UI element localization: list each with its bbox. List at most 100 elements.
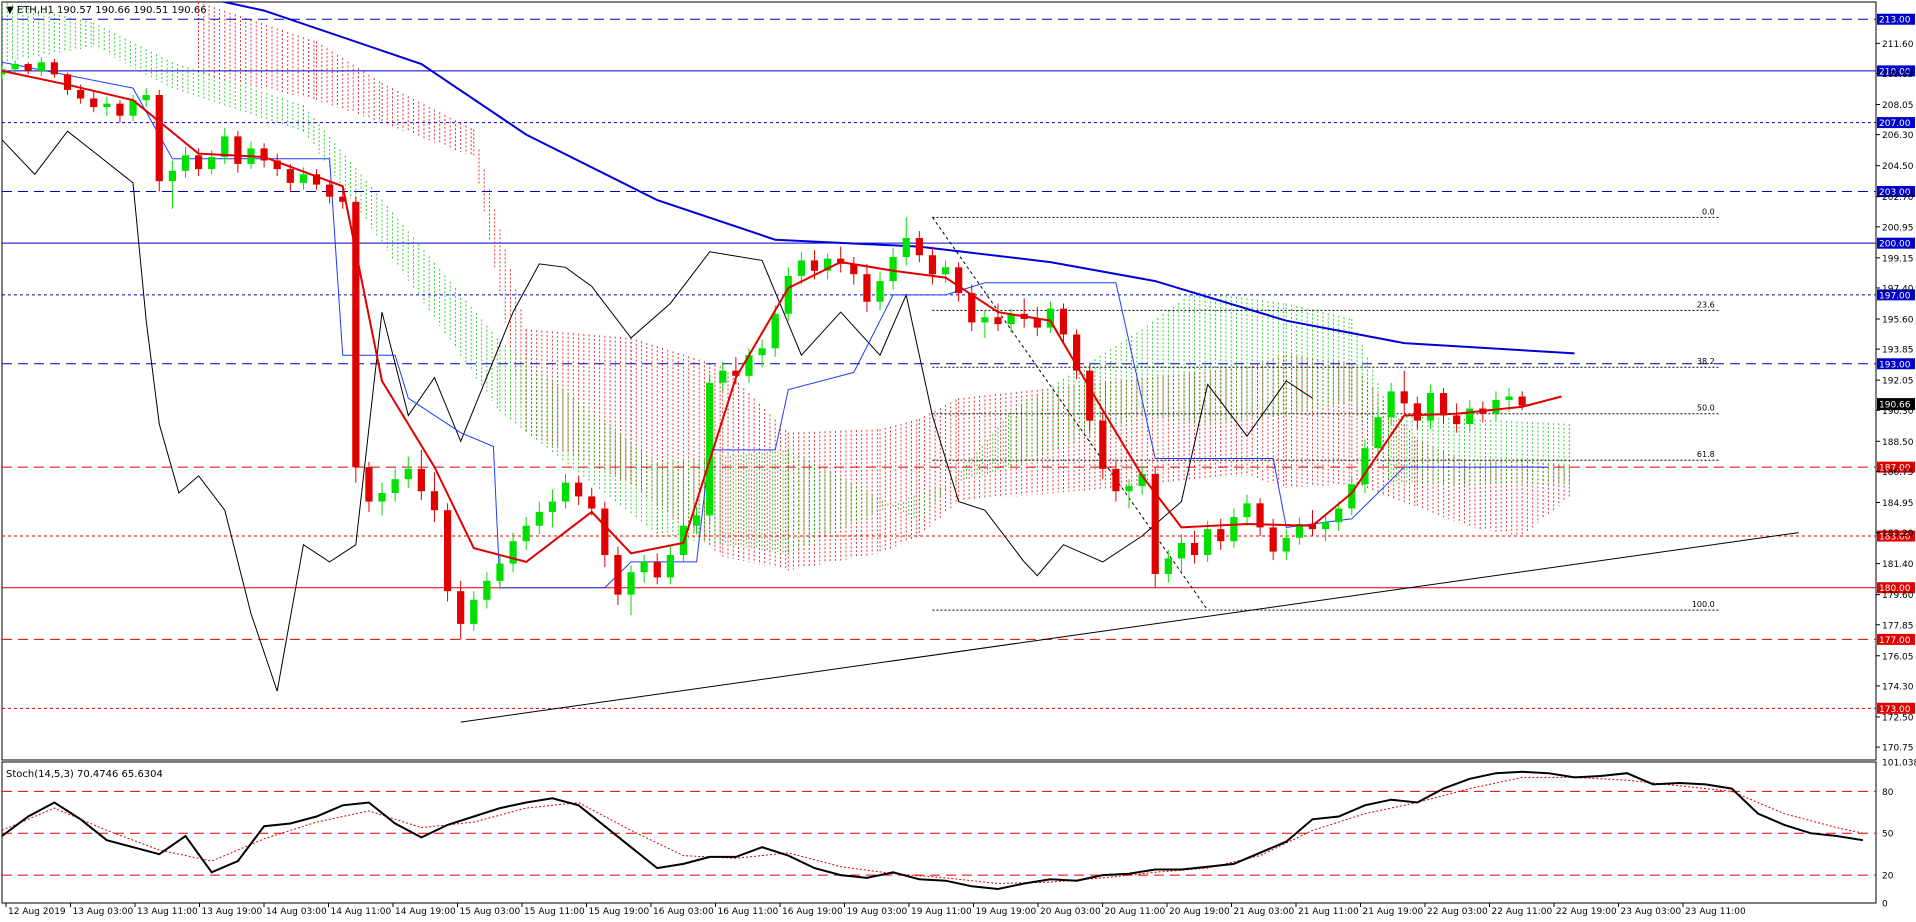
candle-body	[273, 160, 281, 170]
candle-body	[483, 580, 491, 600]
candle-body	[1466, 408, 1474, 425]
candle-body	[692, 515, 701, 526]
candle-body	[103, 103, 111, 108]
price-level-tag-text: 200.00	[1879, 240, 1911, 250]
symbol-header: ▼ ETH,H1 190.57 190.66 190.51 190.66	[6, 5, 207, 16]
candle-body	[915, 238, 923, 256]
oscillator-axis-tick-label: 0	[1882, 900, 1888, 910]
candle-body	[1518, 396, 1526, 406]
time-axis-tick-label: 21 Aug 11:00	[1298, 907, 1359, 917]
fib-level-label: 38.2	[1697, 357, 1715, 366]
candle-body	[1492, 399, 1500, 414]
candle-body	[955, 267, 963, 294]
candle-body	[1295, 523, 1303, 538]
candle-body	[1112, 468, 1120, 492]
price-level-tag-text: 213.00	[1879, 16, 1911, 26]
candle-body	[155, 95, 163, 182]
price-level-tag	[1877, 289, 1915, 301]
price-axis-tick-label: 177.85	[1882, 621, 1914, 631]
candle-body	[863, 274, 871, 302]
candle-body	[11, 64, 19, 70]
candle-body	[24, 64, 32, 71]
candle-body	[1138, 474, 1146, 487]
candle-body	[535, 511, 543, 526]
candle-body	[627, 572, 635, 595]
candle-body	[1282, 537, 1290, 552]
time-axis-tick-label: 22 Aug 03:00	[1427, 907, 1488, 917]
candle-body	[719, 370, 727, 383]
price-plot-area: 0.0 23.6 38.2 50.0 61.8 100.0	[2, 2, 1876, 723]
candle-body	[968, 293, 976, 323]
candle-body	[1243, 503, 1251, 518]
price-axis-tick-label: 208.05	[1882, 101, 1914, 111]
stochastic-main-line	[1, 770, 1864, 891]
candle-body	[1007, 313, 1015, 325]
price-axis-tick-label: 181.40	[1882, 560, 1914, 570]
price-axis-tick-label: 174.30	[1882, 682, 1914, 692]
candle-body	[614, 554, 622, 595]
candle-body	[1374, 417, 1382, 449]
price-axis-tick-label: 190.30	[1882, 407, 1914, 417]
candle-body	[771, 313, 779, 349]
candle-body	[50, 62, 59, 75]
candle-body	[1413, 403, 1421, 421]
candle-body	[1426, 393, 1435, 421]
candle-body	[194, 155, 203, 170]
time-axis-tick-label: 22 Aug 19:00	[1556, 907, 1617, 917]
candle-body	[1387, 391, 1395, 418]
price-axis-tick-label: 184.95	[1882, 499, 1914, 509]
fib-level-label: 0.0	[1702, 207, 1715, 216]
candle-body	[1256, 503, 1264, 528]
candle-body	[745, 355, 753, 376]
candle-body	[430, 491, 439, 511]
price-level-tag	[1877, 358, 1915, 370]
candle-body	[981, 317, 989, 323]
price-axis-tick-label: 200.95	[1882, 223, 1914, 233]
price-level-tag	[1877, 65, 1915, 77]
candle-body	[797, 260, 806, 276]
time-axis-tick-label: 23 Aug 11:00	[1685, 907, 1746, 917]
price-level-tag	[1877, 117, 1915, 129]
candle-body	[588, 496, 596, 509]
price-axis-tick-label: 192.05	[1882, 377, 1914, 387]
time-axis-tick-label: 21 Aug 19:00	[1363, 907, 1424, 917]
candle-body	[299, 174, 308, 183]
candle-body	[706, 382, 714, 516]
candle-body	[850, 263, 858, 275]
short-moving-average-line	[2, 69, 1562, 563]
candle-body	[1505, 396, 1513, 400]
time-axis-tick-label: 16 Aug 19:00	[782, 907, 843, 917]
price-level-tag	[1877, 633, 1915, 645]
price-level-tag	[1877, 13, 1915, 25]
oscillator-label: Stoch(14,5,3) 70.4746 65.6304	[6, 769, 163, 780]
candle-body	[653, 561, 661, 578]
candle-body	[509, 541, 517, 564]
candle-body	[496, 563, 504, 581]
candle-body	[1151, 474, 1159, 574]
candle-body	[1059, 308, 1068, 335]
fib-level-label: 100.0	[1692, 600, 1715, 609]
chikou-span-line	[2, 130, 1313, 692]
candle-body	[941, 267, 950, 275]
candle-body	[1400, 391, 1408, 404]
candle-body	[129, 100, 137, 116]
candle-body	[876, 281, 884, 302]
candle-body	[1072, 334, 1081, 371]
time-axis-tick-label: 19 Aug 03:00	[847, 907, 908, 917]
candle-body	[1086, 370, 1094, 421]
price-level-tag-text: 193.00	[1879, 360, 1911, 370]
time-axis-tick-label: 12 Aug 2019	[8, 907, 66, 917]
price-level-tag-text: 173.00	[1879, 705, 1911, 715]
price-panel-frame	[1, 1, 1877, 761]
candle-body	[824, 258, 832, 271]
candle-body	[1204, 529, 1212, 555]
price-axis-tick-label: 195.60	[1882, 315, 1914, 325]
price-level-tag	[1877, 702, 1915, 714]
candle-body	[1217, 529, 1225, 542]
oscillator-axis-tick-label: 20	[1882, 872, 1894, 882]
price-axis-tick-label: 193.85	[1882, 346, 1914, 356]
price-level-tag-text: 207.00	[1879, 119, 1911, 129]
price-level-tag-text: 203.00	[1879, 188, 1911, 198]
candle-body	[221, 136, 229, 158]
